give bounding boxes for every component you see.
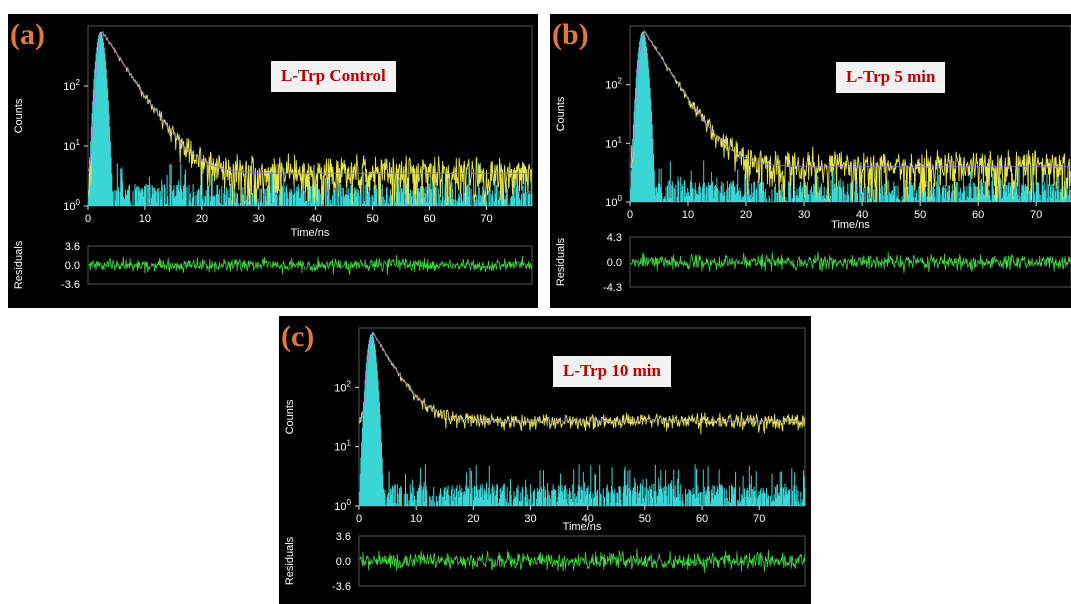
fit-curve [359, 331, 804, 422]
panel-a-chart: 0 10 20 30 40 50 60 70 Time/ns 100 101 102 Counts 3.6… [13, 25, 533, 291]
x-tick-label: 10 [139, 213, 151, 225]
fit-curve [88, 30, 531, 174]
panel-letter: (b) [552, 18, 589, 51]
x-tick-label: 10 [410, 513, 422, 525]
x-tick-label: 30 [253, 213, 265, 225]
irf-curve [630, 31, 1071, 202]
x-tick-label: 40 [310, 213, 322, 225]
residuals-curve [88, 255, 533, 276]
fit-curve [630, 30, 1071, 168]
decay-series [88, 30, 533, 205]
y-tick-label: 101 [334, 439, 351, 454]
x-tick-label: 20 [740, 209, 752, 221]
x-axis-label: Time/ns [831, 219, 870, 231]
x-tick-label: 40 [582, 513, 594, 525]
x-tick-label: 20 [196, 213, 208, 225]
x-axis-label: Time/ns [291, 227, 330, 239]
y-axis-label: Counts [284, 399, 296, 434]
residual-tick-label: -3.6 [332, 581, 351, 593]
residual-tick-label: -4.3 [603, 282, 622, 294]
residuals-axis-label: Residuals [555, 237, 567, 286]
y-tick-label: 101 [605, 135, 622, 150]
residual-tick-label: 3.6 [336, 531, 351, 543]
residual-tick-label: 0.0 [607, 257, 622, 269]
sample-label: L-Trp 5 min [836, 62, 946, 93]
residuals-frame [629, 236, 1071, 288]
x-tick-label: 0 [85, 213, 91, 225]
x-tick-label: 10 [682, 209, 694, 221]
y-tick-label: 100 [605, 194, 622, 209]
x-tick-label: 60 [423, 213, 435, 225]
x-tick-label: 70 [753, 513, 765, 525]
residual-tick-label: -3.6 [61, 279, 80, 291]
sample-label: L-Trp 10 min [553, 356, 671, 387]
irf-series [88, 31, 533, 206]
residual-tick-label: 3.6 [65, 241, 80, 253]
y-axis-label: Counts [555, 96, 567, 131]
decay-series [359, 331, 806, 435]
panel-b: 0 10 20 30 40 50 60 70 Time/ns 100 101 102 Counts 4.3… [550, 14, 1071, 308]
residual-tick-label: 4.3 [607, 232, 622, 244]
x-tick-label: 70 [480, 213, 492, 225]
y-tick-label: 102 [63, 78, 80, 93]
decay-curve [88, 30, 533, 205]
y-tick-label: 100 [334, 498, 351, 513]
residuals-frame [87, 245, 533, 285]
decay-series [630, 30, 1071, 201]
residuals-axis-label: Residuals [284, 536, 296, 585]
residual-tick-label: 0.0 [336, 556, 351, 568]
y-tick-label: 100 [63, 198, 80, 213]
x-axis-label: Time/ns [563, 521, 602, 533]
y-tick-label: 101 [63, 138, 80, 153]
panel-letter: (c) [281, 320, 315, 353]
sample-label: L-Trp Control [271, 61, 396, 92]
panel-letter: (a) [10, 18, 45, 51]
x-tick-label: 20 [467, 513, 479, 525]
decay-curve [359, 331, 806, 435]
irf-series [630, 31, 1071, 202]
irf-curve [88, 31, 533, 206]
x-tick-label: 40 [856, 209, 868, 221]
panel-a: 0 10 20 30 40 50 60 70 Time/ns 100 101 102 Counts 3.6… [8, 14, 538, 308]
x-tick-label: 60 [972, 209, 984, 221]
x-tick-label: 50 [366, 213, 378, 225]
decay-curve [630, 30, 1071, 201]
x-tick-label: 50 [914, 209, 926, 221]
x-tick-label: 30 [524, 513, 536, 525]
y-tick-label: 102 [334, 379, 351, 394]
residuals-curve [359, 548, 806, 573]
y-axis-label: Counts [13, 98, 25, 133]
panel-b-chart: 0 10 20 30 40 50 60 70 Time/ns 100 101 102 Counts 4.3… [555, 25, 1071, 294]
x-tick-label: 30 [798, 209, 810, 221]
irf-series [359, 333, 806, 506]
x-tick-label: 60 [696, 513, 708, 525]
residuals-curve [630, 251, 1071, 274]
irf-curve [359, 333, 806, 506]
x-tick-label: 0 [356, 513, 362, 525]
residuals-frame [358, 535, 806, 587]
y-tick-label: 102 [605, 77, 622, 92]
residuals-axis-label: Residuals [13, 240, 25, 289]
residual-tick-label: 0.0 [65, 260, 80, 272]
panel-c-chart: 0 10 20 30 40 50 60 70 Time/ns 100 101 102 Counts 3.6… [284, 327, 806, 593]
x-tick-label: 50 [639, 513, 651, 525]
x-tick-label: 0 [627, 209, 633, 221]
x-tick-label: 70 [1030, 209, 1042, 221]
panel-c: 0 10 20 30 40 50 60 70 Time/ns 100 101 102 Counts 3.6… [279, 316, 811, 604]
